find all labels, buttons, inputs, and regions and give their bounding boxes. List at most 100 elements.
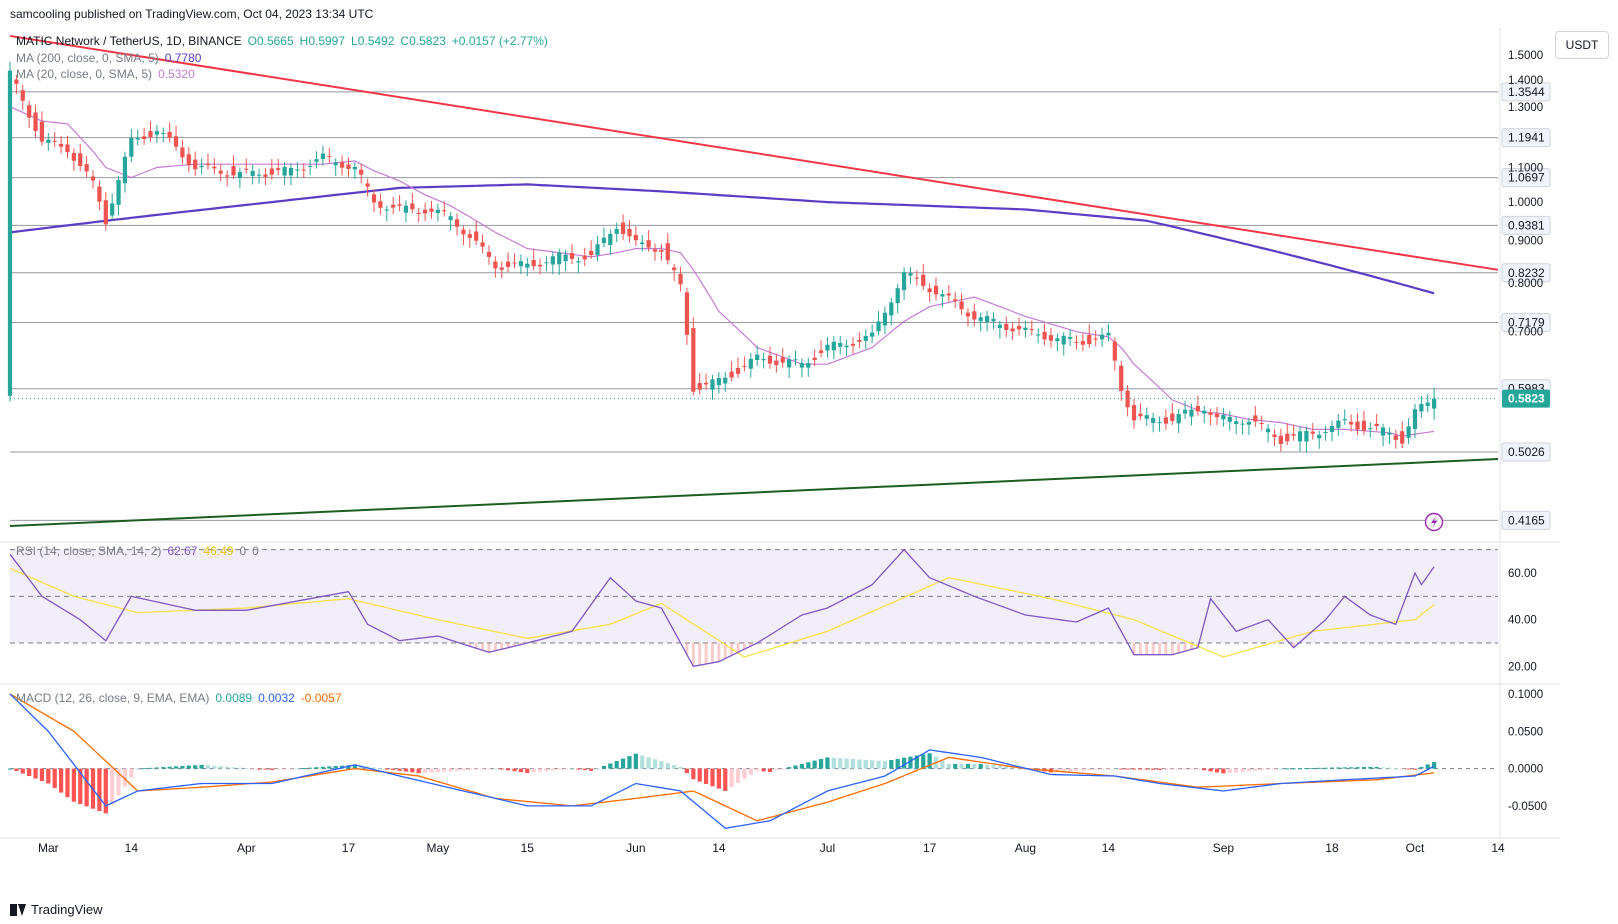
candle-body xyxy=(1336,420,1341,428)
last-price-box xyxy=(1502,389,1550,408)
macd-histogram-bar xyxy=(454,768,460,771)
macd-histogram-bar xyxy=(199,764,204,769)
macd-histogram-bar xyxy=(186,765,191,769)
macd-histogram-bar xyxy=(301,768,306,770)
candle-body xyxy=(927,288,932,293)
candle-body xyxy=(1170,413,1175,421)
candle-body xyxy=(531,260,536,267)
candle-body xyxy=(997,324,1002,328)
macd-histogram-bar xyxy=(940,760,945,769)
macd-legend: MACD (12, 26, close, 9, EMA, EMA) 0.0089 0… xyxy=(16,691,342,705)
macd-histogram-bar xyxy=(84,768,89,807)
candle-body xyxy=(237,172,243,178)
candle-body xyxy=(799,363,805,368)
candle-body xyxy=(697,383,702,390)
macd-histogram-bar xyxy=(250,768,255,770)
level-label: 0.9381 xyxy=(1508,218,1545,232)
macd-histogram-bar xyxy=(972,763,977,769)
level-label-box xyxy=(1501,510,1551,530)
candle-body xyxy=(1304,431,1309,442)
macd-histogram-bar xyxy=(391,768,396,770)
price-legend: MATIC Network / TetherUS, 1D, BINANCE O0.… xyxy=(16,34,548,81)
candle-body xyxy=(308,165,313,168)
candle-body xyxy=(1221,414,1226,420)
macd-histogram-bar xyxy=(1432,761,1437,769)
macd-histogram-bar xyxy=(518,768,524,773)
macd-histogram-bar xyxy=(1272,768,1277,770)
candle-body xyxy=(110,203,115,216)
macd-histogram-bar xyxy=(589,768,594,771)
macd-histogram-bar xyxy=(1285,768,1290,770)
macd-histogram-bar xyxy=(314,767,319,769)
candle-body xyxy=(870,332,875,337)
macd-histogram-bar xyxy=(429,768,434,773)
candle-body xyxy=(39,121,45,142)
candle-body xyxy=(729,371,734,378)
macd-histogram-bar xyxy=(39,768,45,782)
level-label-box xyxy=(1501,263,1551,283)
candle-body xyxy=(1093,338,1098,340)
macd-histogram-bar xyxy=(997,765,1002,769)
macd-histogram-bar xyxy=(129,768,134,778)
macd-histogram-bar xyxy=(193,765,198,769)
candle-body xyxy=(52,140,57,142)
macd-histogram-bar xyxy=(1163,768,1169,770)
candle-body xyxy=(27,105,32,118)
macd-histogram-bar xyxy=(46,768,51,784)
macd-histogram-bar xyxy=(448,768,453,772)
candle-body xyxy=(359,169,364,175)
macd-tick-label: 0.1000 xyxy=(1508,689,1543,701)
candle-body xyxy=(1010,328,1015,332)
macd-histogram-bar xyxy=(327,766,332,769)
macd-histogram-bar xyxy=(1323,767,1328,769)
level-label: 1.3544 xyxy=(1508,85,1545,99)
macd-histogram-bar xyxy=(850,759,856,769)
macd-histogram-bar xyxy=(844,758,849,769)
macd-histogram-bar xyxy=(1387,767,1392,769)
lightning-icon[interactable] xyxy=(1424,512,1444,532)
candle-body xyxy=(742,365,747,367)
candle-body xyxy=(620,222,626,234)
candle-body xyxy=(569,253,575,259)
candle-body xyxy=(161,132,166,134)
macd-histogram-bar xyxy=(774,768,779,771)
ma20-line xyxy=(9,106,1435,437)
macd-histogram-bar xyxy=(122,768,128,787)
macd-histogram-bar xyxy=(410,768,415,773)
ma200-legend: MA (200, close, 0, SMA, 5) 0.7780 xyxy=(16,51,202,65)
time-tick-label: 17 xyxy=(923,841,937,855)
macd-histogram-bar xyxy=(1227,768,1232,773)
candle-body xyxy=(1208,412,1213,415)
macd-histogram-bar xyxy=(71,768,76,802)
candle-body xyxy=(774,360,779,366)
macd-histogram-bar xyxy=(1406,768,1411,770)
resistance-trendline[interactable] xyxy=(9,34,1499,271)
macd-histogram-bar xyxy=(320,766,326,769)
macd-histogram-bar xyxy=(1093,768,1098,770)
candle-body xyxy=(1432,398,1437,409)
candle-body xyxy=(1265,428,1271,433)
time-tick-label: 14 xyxy=(1102,841,1116,855)
support-trendline[interactable] xyxy=(9,458,1499,528)
candle-body xyxy=(793,359,798,361)
candle-body xyxy=(282,166,287,176)
candle-body xyxy=(244,168,249,170)
candle-body xyxy=(20,90,25,101)
candle-body xyxy=(1329,425,1335,433)
macd-histogram-bar xyxy=(921,754,926,769)
time-tick-label: Mar xyxy=(38,841,59,855)
candle-body xyxy=(429,208,434,212)
candle-body xyxy=(614,228,619,234)
candle-body xyxy=(1074,341,1079,343)
candle-body xyxy=(1016,325,1022,330)
macd-histogram-bar xyxy=(1087,768,1092,771)
currency-unit-button[interactable]: USDT xyxy=(1555,31,1609,59)
level-label: 0.4165 xyxy=(1508,513,1545,527)
time-tick-label: Apr xyxy=(237,841,256,855)
macd-histogram-bar xyxy=(499,768,504,770)
macd-histogram-bar xyxy=(825,757,830,769)
candle-body xyxy=(148,131,153,138)
macd-signal-line xyxy=(9,693,1435,822)
candle-body xyxy=(557,252,562,265)
